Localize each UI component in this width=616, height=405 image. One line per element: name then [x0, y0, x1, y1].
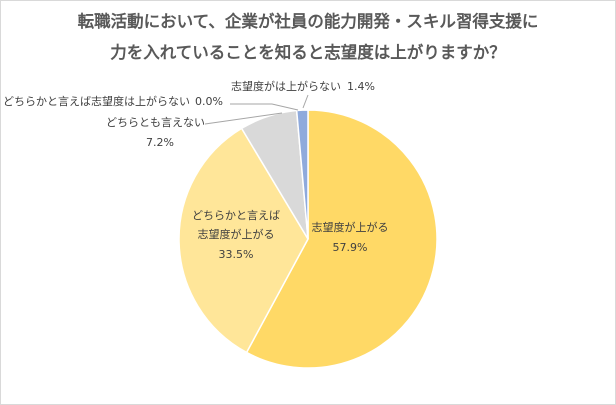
slice-value-3: 0.0%: [195, 95, 223, 108]
slice-label-2: どちらとも言えない: [106, 116, 205, 129]
pie-slice-0: [245, 109, 438, 369]
slice-label-0: 志望度が上がる: [312, 220, 389, 234]
slice-value-1: 33.5%: [219, 248, 254, 261]
slice-label-4: 志望度がは上がらない: [231, 79, 341, 93]
slice-label-1-line-2: 志望度が上がる: [198, 227, 275, 241]
chart-title: 転職活動において、企業が社員の能力開発・スキル習得支援に 力を入れていることを知…: [0, 6, 616, 68]
leader-line-slice-3: [230, 103, 299, 111]
slice-label-1-line-1: どちらかと言えば: [192, 209, 280, 222]
slice-label-3: どちらかと言えば志望度は上がらない: [3, 94, 190, 108]
slice-value-0: 57.9%: [333, 241, 368, 254]
slice-value-4: 1.4%: [347, 80, 375, 93]
leader-line-slice-4: [302, 94, 309, 109]
pie-slice-1: [178, 127, 309, 354]
pie-slice-4: [295, 109, 309, 240]
slice-value-2: 7.2%: [146, 136, 174, 149]
leader-line-slice-2: [204, 112, 283, 125]
chart-title-line-1: 転職活動において、企業が社員の能力開発・スキル習得支援に: [77, 12, 539, 31]
chart-title-line-2: 力を入れていることを知ると志望度は上がりますか？: [110, 43, 506, 62]
